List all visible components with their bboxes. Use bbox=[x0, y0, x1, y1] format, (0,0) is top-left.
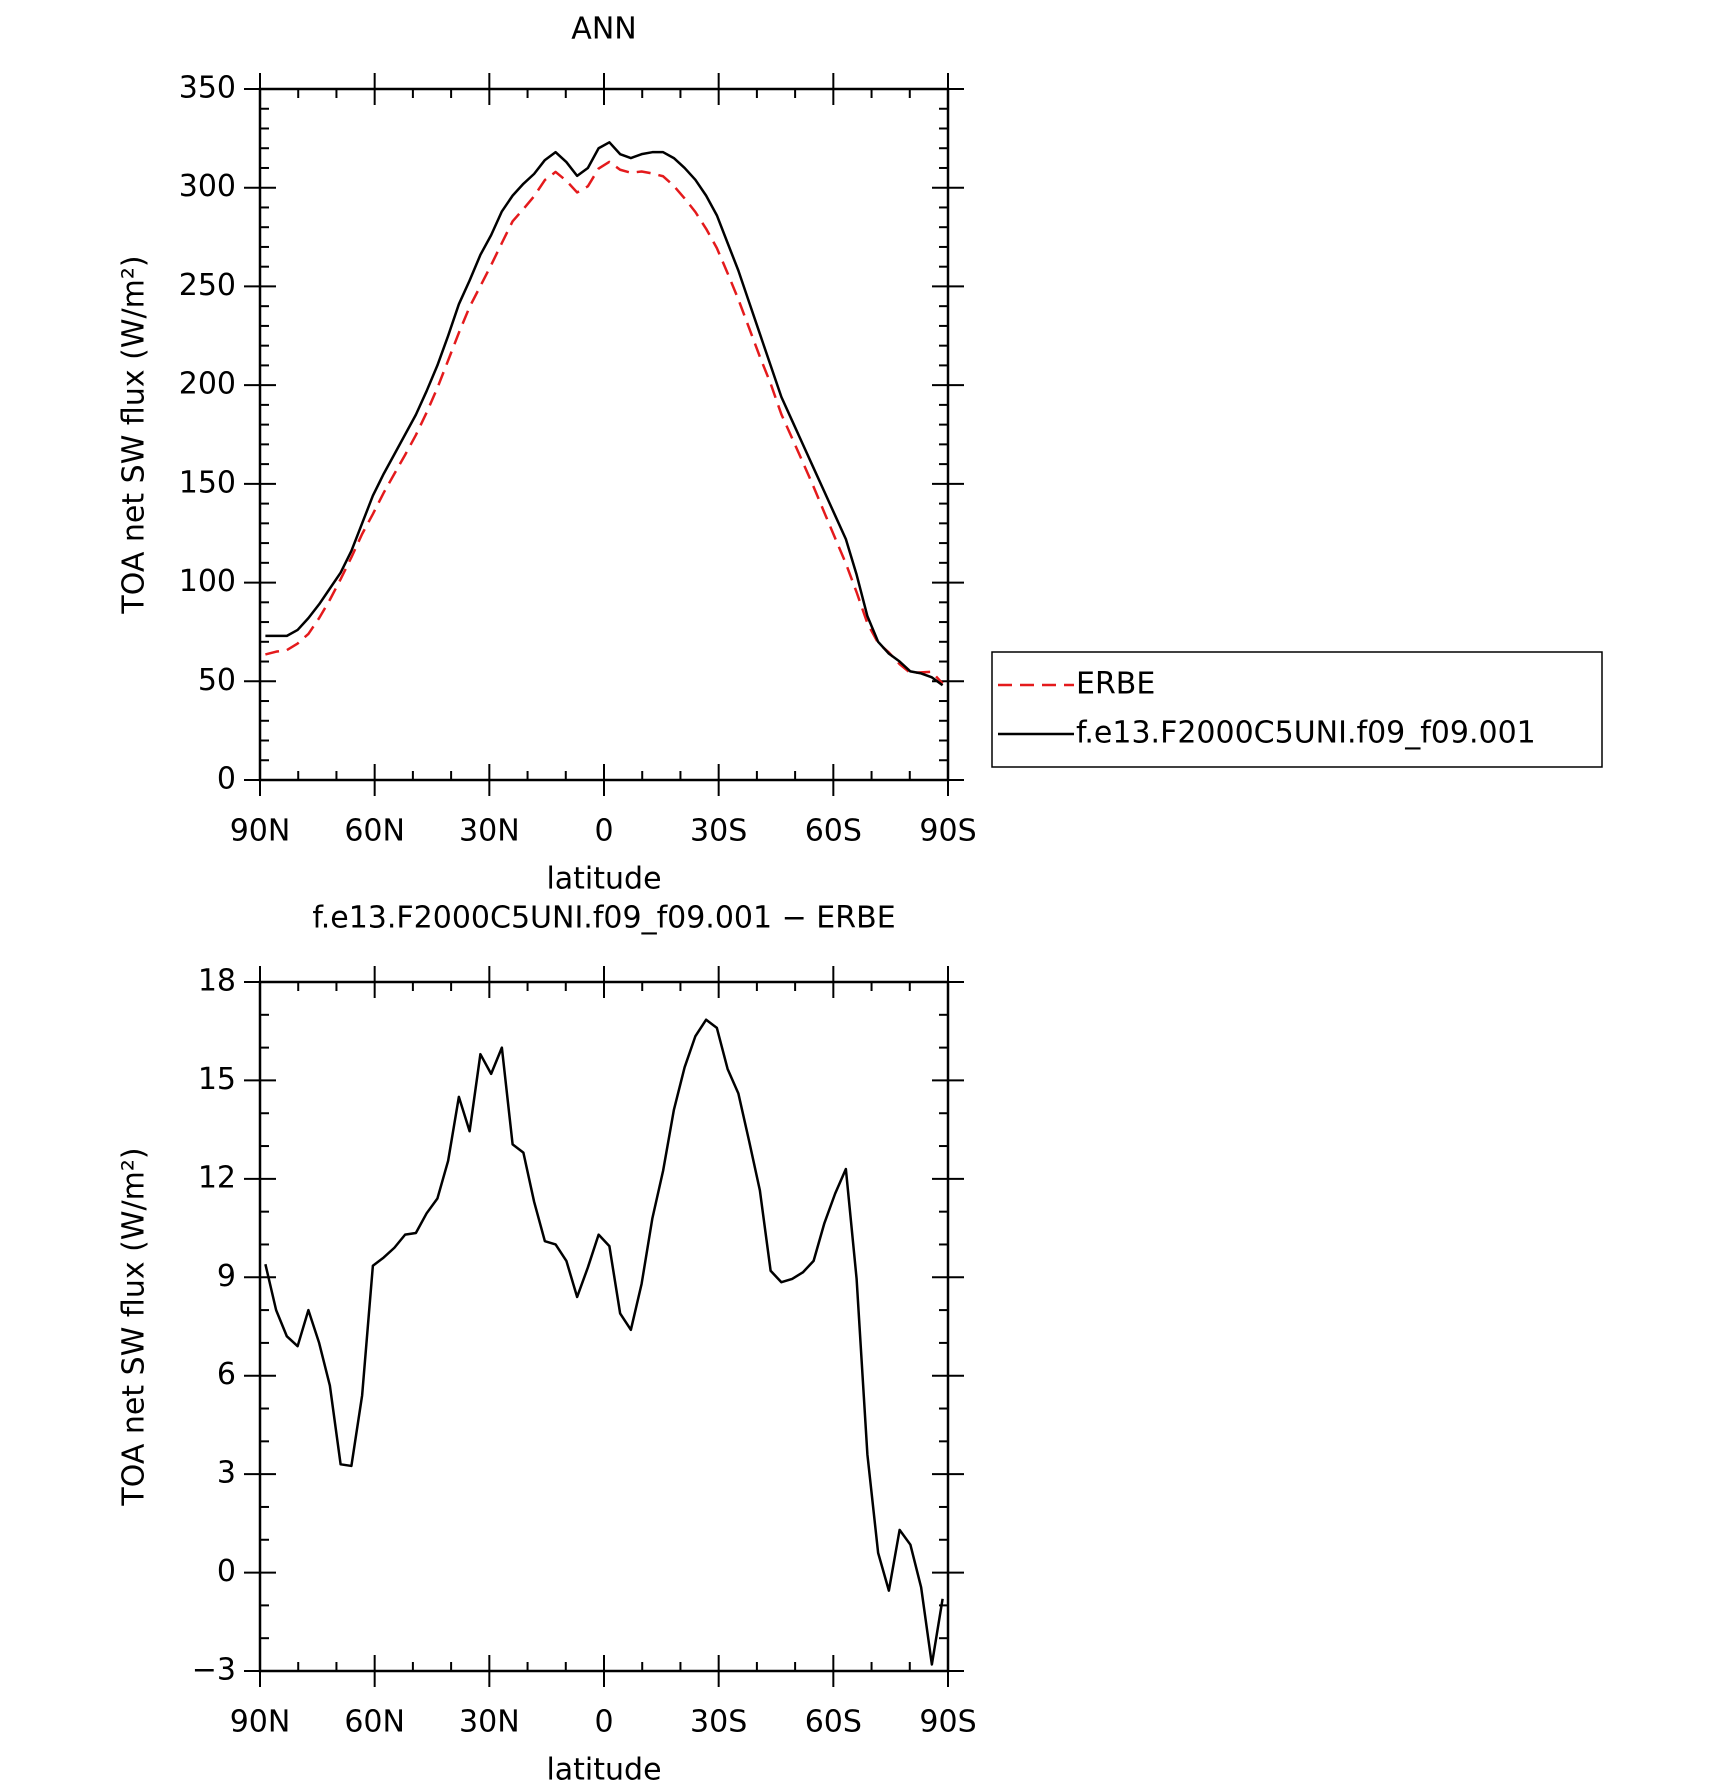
y-tick-label: 0 bbox=[217, 1554, 236, 1589]
y-tick-label: 200 bbox=[179, 367, 236, 402]
y-tick-label: 100 bbox=[179, 564, 236, 599]
legend-box bbox=[991, 651, 1603, 768]
chart-title: ANN bbox=[571, 12, 636, 47]
y-tick-label: 250 bbox=[179, 268, 236, 303]
legend-label: f.e13.F2000C5UNI.f09_f09.001 bbox=[1076, 716, 1536, 751]
legend-label: ERBE bbox=[1076, 667, 1155, 702]
x-tick-label: 90S bbox=[919, 1705, 976, 1740]
y-tick-label: 15 bbox=[198, 1062, 236, 1097]
x-tick-label: 30S bbox=[690, 1705, 747, 1740]
x-axis-label: latitude bbox=[546, 862, 661, 897]
y-tick-label: 9 bbox=[217, 1259, 236, 1294]
data-line bbox=[265, 160, 944, 685]
y-tick-label: 300 bbox=[179, 169, 236, 204]
y-tick-label: 350 bbox=[179, 71, 236, 106]
y-tick-label: 150 bbox=[179, 465, 236, 500]
chart-title: f.e13.F2000C5UNI.f09_f09.001 − ERBE bbox=[312, 901, 895, 936]
x-tick-label: 60S bbox=[805, 1705, 862, 1740]
plot-frame bbox=[258, 980, 950, 1673]
x-tick-label: 60N bbox=[344, 814, 405, 849]
y-axis-label: TOA net SW flux (W/m²) bbox=[117, 255, 152, 614]
x-tick-label: 30S bbox=[690, 814, 747, 849]
y-axis-label: TOA net SW flux (W/m²) bbox=[117, 1147, 152, 1506]
data-line bbox=[264, 1018, 944, 1666]
plot-frame bbox=[258, 87, 950, 782]
y-tick-label: 50 bbox=[198, 663, 236, 698]
y-tick-label: 18 bbox=[198, 964, 236, 999]
legend: ERBE f.e13.F2000C5UNI.f09_f09.001 bbox=[991, 651, 1603, 768]
y-tick-label: 6 bbox=[217, 1357, 236, 1392]
y-tick-label: 12 bbox=[198, 1160, 236, 1195]
x-tick-label: 0 bbox=[594, 814, 613, 849]
x-tick-label: 90N bbox=[230, 1705, 291, 1740]
y-tick-label: 3 bbox=[217, 1456, 236, 1491]
x-tick-label: 90S bbox=[919, 814, 976, 849]
x-tick-label: 0 bbox=[594, 1705, 613, 1740]
x-tick-label: 90N bbox=[230, 814, 291, 849]
y-tick-label: 0 bbox=[217, 762, 236, 797]
y-tick-label: −3 bbox=[192, 1653, 236, 1688]
x-axis-label: latitude bbox=[546, 1753, 661, 1788]
x-tick-label: 60S bbox=[805, 814, 862, 849]
x-tick-label: 60N bbox=[344, 1705, 405, 1740]
x-tick-label: 30N bbox=[459, 1705, 520, 1740]
data-line bbox=[265, 141, 944, 687]
x-tick-label: 30N bbox=[459, 814, 520, 849]
